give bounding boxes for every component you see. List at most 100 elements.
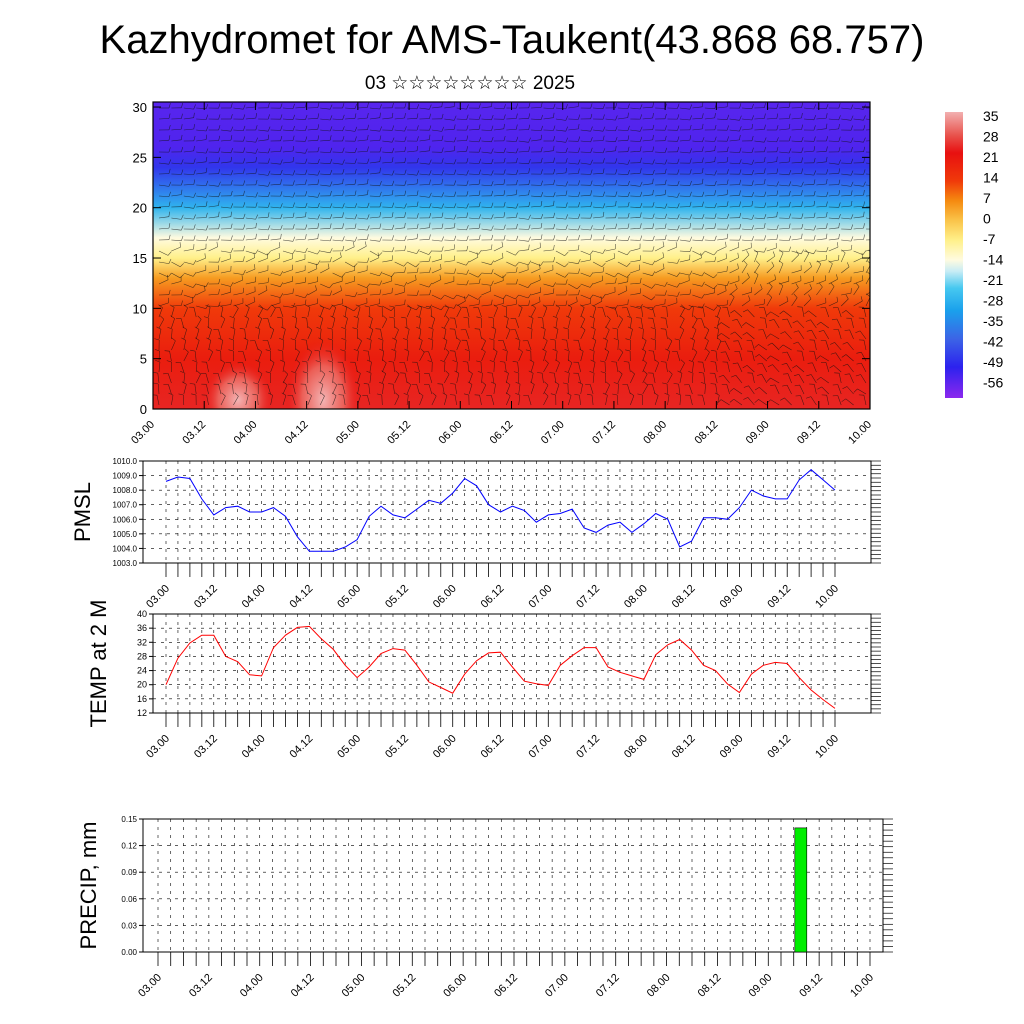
wind-barb	[196, 258, 206, 263]
wind-barb	[431, 305, 442, 311]
wind-barb-flag	[578, 180, 580, 186]
wind-barb-flag	[850, 115, 854, 121]
wind-barb	[580, 307, 585, 318]
wind-barb-flag	[689, 115, 692, 121]
wind-barb	[679, 217, 690, 220]
wind-barb	[779, 173, 790, 176]
wind-barb-flag	[267, 114, 270, 120]
wind-barb-flag	[826, 233, 828, 239]
wind-barb-flag	[714, 136, 717, 142]
wind-barb-flag	[192, 272, 197, 277]
wind-barb	[723, 375, 730, 384]
wind-barb	[233, 317, 235, 329]
wind-barb-flag	[754, 399, 759, 403]
wind-barb-flag	[255, 359, 261, 363]
wind-barb	[791, 129, 802, 131]
wind-barb-flag	[367, 102, 369, 108]
wind-barb	[357, 283, 367, 288]
wind-barb-flag	[503, 104, 506, 109]
wind-barb-flag	[677, 214, 680, 220]
wind-barb-flag	[702, 113, 704, 119]
wind-barb	[630, 150, 641, 153]
wind-barb-flag	[404, 222, 406, 228]
wind-barb	[679, 318, 685, 329]
wind-barb-flag	[806, 396, 811, 399]
wind-barb-flag	[580, 304, 585, 308]
wind-barb-flag	[838, 115, 841, 121]
wind-barb	[654, 362, 659, 373]
wind-barb-flag	[602, 168, 605, 174]
wind-barb-flag	[267, 148, 271, 154]
wind-barb-flag	[255, 148, 258, 154]
wind-barb-flag	[876, 170, 878, 175]
wind-barb	[614, 307, 619, 318]
wind-barb	[841, 118, 852, 121]
wind-barb-flag	[677, 146, 680, 152]
wind-barb-flag	[505, 326, 511, 330]
wind-barb	[404, 362, 408, 373]
wind-barb	[217, 373, 222, 384]
wind-barb-flag	[193, 179, 196, 185]
wind-barb	[245, 281, 256, 285]
wind-barb-flag	[503, 114, 506, 120]
wind-barb-flag	[234, 392, 239, 397]
wind-barb	[158, 350, 160, 362]
wind-barb-flag	[193, 235, 196, 241]
wind-barb-flag	[528, 159, 531, 164]
wind-barb	[282, 362, 285, 373]
wind-barb-flag	[329, 158, 333, 164]
wind-barb-flag	[354, 236, 358, 242]
wind-barb-flag	[856, 351, 862, 354]
wind-barb-flag	[266, 253, 268, 259]
wind-barb-flag	[329, 214, 333, 219]
wind-barb	[771, 342, 780, 351]
wind-barb-flag	[352, 327, 358, 330]
wind-barb-flag	[759, 317, 766, 319]
wind-barb	[555, 172, 566, 175]
wind-barb-flag	[552, 348, 558, 352]
wind-barb	[282, 339, 285, 351]
wind-barb	[779, 161, 790, 164]
wind-barb-flag	[466, 170, 469, 176]
wind-barb-flag	[392, 337, 397, 341]
wind-barb-flag	[642, 359, 647, 364]
wind-barb	[196, 248, 206, 252]
wind-barb	[786, 351, 792, 362]
y-tick-label: 1004.0	[113, 544, 138, 553]
wind-barb-flag	[391, 112, 394, 118]
wind-barb-flag	[826, 169, 829, 175]
wind-barb-flag	[654, 359, 659, 363]
wind-barb	[679, 151, 690, 154]
wind-barb-flag	[850, 181, 854, 187]
wind-barb-flag	[259, 304, 264, 309]
x-tick-label: 03.00	[144, 733, 172, 761]
wind-barb-flag	[463, 316, 469, 319]
wind-barb-flag	[764, 202, 767, 208]
wind-barb-flag	[664, 113, 667, 119]
wind-barb-flag	[296, 359, 301, 364]
wind-barb	[716, 329, 719, 340]
wind-barb-flag	[688, 304, 694, 308]
wind-barb-flag	[782, 351, 788, 354]
wind-barb	[766, 118, 777, 120]
wind-barb-flag	[190, 349, 196, 352]
wind-barb-flag	[751, 159, 755, 165]
wind-barb-flag	[689, 236, 693, 242]
wind-barb	[171, 328, 173, 340]
wind-barb	[394, 261, 404, 267]
wind-barb	[715, 362, 718, 373]
wind-barb	[258, 228, 269, 231]
wind-barb	[357, 238, 368, 241]
wind-barb	[741, 162, 752, 165]
x-tick-label: 04.12	[289, 972, 317, 1000]
wind-barb-flag	[540, 146, 543, 152]
wind-barb	[419, 195, 430, 198]
wind-barb-flag	[442, 337, 448, 341]
wind-barb-flag	[689, 201, 692, 207]
y-tick-label: 1010.0	[113, 457, 138, 466]
wind-barb	[676, 351, 681, 362]
wind-barb-flag	[751, 214, 755, 220]
wind-barb	[704, 239, 715, 241]
x-tick-label: 08.00	[645, 972, 673, 1000]
wind-barb-flag	[366, 337, 372, 341]
